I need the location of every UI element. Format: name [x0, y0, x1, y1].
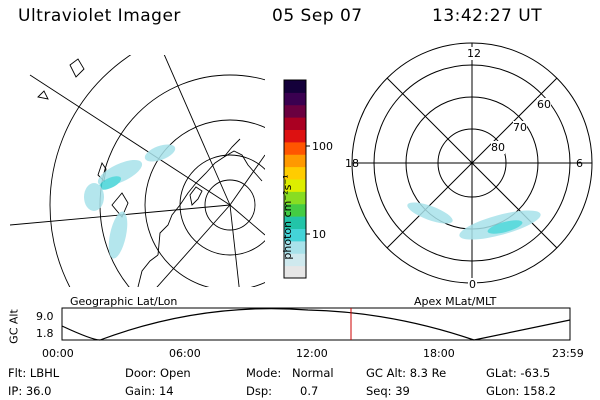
meridian: [163, 55, 231, 206]
coastline: [37, 90, 49, 100]
colorbar-gradient: [284, 80, 306, 279]
altitude-plot: [61, 307, 571, 341]
colorbar-band: [284, 117, 306, 130]
alt-ylabel: GC Alt: [7, 309, 21, 344]
imager-title: Ultraviolet Imager: [18, 6, 181, 26]
apex-label: Apex MLat/MLT: [414, 295, 497, 308]
geographic-label: Geographic Lat/Lon: [70, 295, 178, 308]
colorbar-band: [284, 203, 306, 217]
aurora-oval: [407, 202, 453, 224]
alt-xtick-0000: 00:00: [42, 347, 74, 360]
aurora-patch: [84, 183, 104, 211]
alt-ytick-min: 1.8: [36, 327, 54, 340]
dsp-value: 0.7: [300, 384, 319, 398]
alt-ytick-max: 9.0: [36, 310, 54, 323]
alt-xtick-0600: 06:00: [169, 347, 201, 360]
meridian: [156, 204, 231, 287]
colorbar: [283, 79, 310, 279]
lat-label-60: 60: [537, 98, 551, 111]
alt-xtick-1200: 12:00: [296, 347, 328, 360]
colorbar-band: [284, 141, 306, 155]
mode-value: Normal: [292, 366, 334, 380]
colorbar-band: [284, 154, 306, 168]
colorbar-band: [284, 80, 306, 93]
meridian: [29, 74, 231, 206]
mode-label: Mode:: [246, 366, 282, 380]
alt-xtick-1800: 18:00: [423, 347, 455, 360]
gc-alt-info: GC Alt: 8.3 Re: [366, 366, 447, 380]
alt-xtick-2359: 23:59: [552, 347, 584, 360]
coastline: [157, 150, 263, 256]
colorbar-tick-100: 100: [312, 140, 333, 153]
colorbar-band: [284, 228, 306, 242]
coastline: [189, 186, 203, 206]
altitude-curve: [61, 308, 571, 341]
meridian: [229, 154, 265, 206]
colorbar-band: [284, 104, 306, 118]
coastline: [223, 138, 241, 158]
mlt-label-0: 0: [468, 278, 477, 291]
lat-circle: [204, 179, 256, 231]
time-label: 13:42:27 UT: [432, 6, 543, 26]
magnetic-polar-plot: [351, 42, 593, 284]
colorbar-band: [284, 191, 306, 205]
glon-info: GLon: 158.2: [486, 384, 556, 398]
geographic-map: [10, 55, 265, 287]
coastline: [69, 58, 85, 78]
colorbar-band: [284, 179, 306, 192]
date-label: 05 Sep 07: [272, 6, 363, 26]
aurora-patch: [108, 211, 128, 259]
dsp-label: Dsp:: [246, 384, 273, 398]
mlt-label-18: 18: [345, 157, 359, 170]
mlt-label-6: 6: [576, 157, 583, 170]
lat-label-80: 80: [491, 141, 505, 154]
lat-circle: [49, 55, 132, 287]
mlt-diagonal: [386, 77, 558, 249]
colorbar-band: [284, 166, 306, 180]
colorbar-band: [284, 253, 306, 267]
colorbar-label: photon cm⁻²s⁻¹: [281, 174, 294, 260]
aurora-oval: [487, 220, 523, 234]
aurora-patch: [144, 144, 176, 162]
colorbar-tick-10: 10: [312, 228, 326, 241]
colorbar-band: [284, 129, 306, 143]
colorbar-band: [284, 92, 306, 106]
meridian: [229, 204, 240, 287]
coastline: [111, 192, 129, 218]
mlt-label-12: 12: [466, 47, 482, 60]
door-info: Door: Open: [125, 366, 191, 380]
seq-info: Seq: 39: [366, 384, 410, 398]
glat-info: GLat: -63.5: [486, 366, 551, 380]
aurora-patch: [98, 176, 122, 190]
ip-info: IP: 36.0: [8, 384, 52, 398]
meridian: [229, 204, 265, 236]
colorbar-band: [284, 265, 306, 279]
colorbar-band: [284, 216, 306, 229]
lat-circle: [144, 119, 265, 287]
lat-label-70: 70: [513, 121, 527, 134]
colorbar-band: [284, 240, 306, 254]
filter-info: Flt: LBHL: [8, 366, 60, 380]
coastline: [137, 254, 159, 287]
gain-info: Gain: 14: [125, 384, 174, 398]
